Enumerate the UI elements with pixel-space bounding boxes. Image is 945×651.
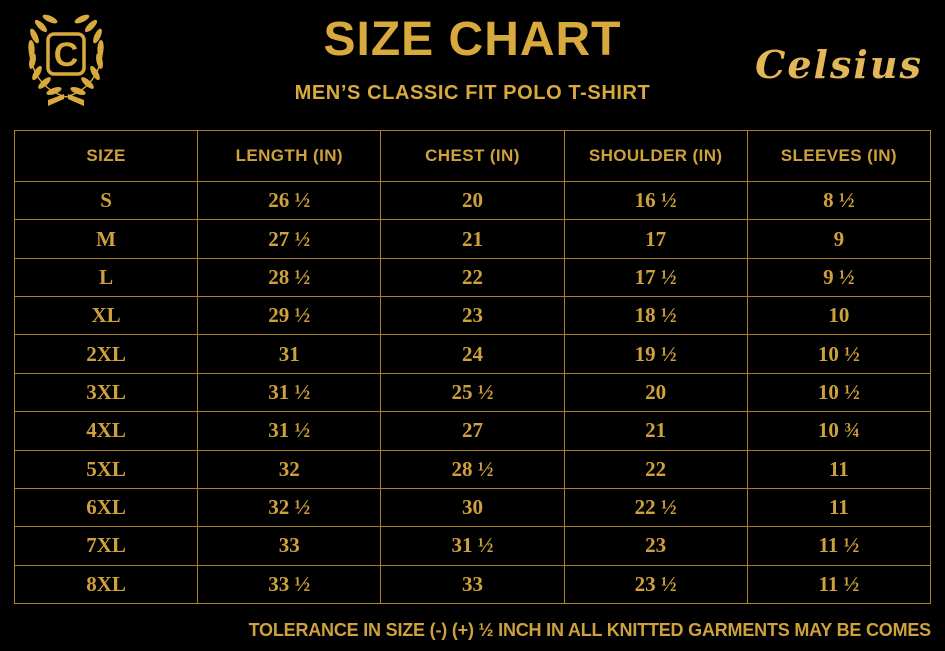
cell-sleeves: 11 bbox=[746, 487, 932, 528]
table-row: 7XL 33 31 ½ 23 11 ½ bbox=[13, 526, 932, 566]
cell-length: 31 bbox=[197, 334, 382, 374]
cell-size: S bbox=[13, 180, 199, 221]
cell-sleeves: 10 ½ bbox=[746, 334, 932, 374]
table-row: 2XL 31 24 19 ½ 10 ½ bbox=[13, 334, 932, 374]
column-header-sleeves: SLEEVES (IN) bbox=[746, 130, 932, 182]
cell-size: M bbox=[13, 219, 199, 259]
cell-length: 32 bbox=[197, 449, 382, 489]
cell-chest: 31 ½ bbox=[380, 526, 565, 566]
cell-chest: 23 bbox=[380, 296, 565, 336]
cell-length: 32 ½ bbox=[197, 487, 382, 528]
cell-chest: 20 bbox=[380, 180, 565, 221]
table-row: 6XL 32 ½ 30 22 ½ 11 bbox=[13, 487, 932, 528]
cell-chest: 24 bbox=[380, 334, 565, 374]
cell-sleeves: 10 bbox=[746, 296, 932, 336]
column-header-chest: CHEST (IN) bbox=[380, 130, 565, 182]
cell-size: 4XL bbox=[13, 411, 199, 451]
cell-shoulder: 17 bbox=[563, 219, 748, 259]
cell-length: 31 ½ bbox=[197, 411, 382, 451]
cell-shoulder: 22 bbox=[563, 449, 748, 489]
cell-size: 3XL bbox=[13, 372, 199, 413]
cell-length: 31 ½ bbox=[197, 372, 382, 413]
table-row: 3XL 31 ½ 25 ½ 20 10 ½ bbox=[13, 372, 932, 413]
cell-size: 7XL bbox=[13, 526, 199, 566]
cell-sleeves: 9 bbox=[746, 219, 932, 259]
cell-length: 28 ½ bbox=[197, 257, 382, 298]
cell-shoulder: 19 ½ bbox=[563, 334, 748, 374]
cell-sleeves: 9 ½ bbox=[746, 257, 932, 298]
cell-chest: 25 ½ bbox=[380, 372, 565, 413]
cell-size: 6XL bbox=[13, 487, 199, 528]
cell-shoulder: 18 ½ bbox=[563, 296, 748, 336]
cell-shoulder: 23 ½ bbox=[563, 564, 748, 605]
cell-shoulder: 16 ½ bbox=[563, 180, 748, 221]
size-table: SIZE LENGTH (IN) CHEST (IN) SHOULDER (IN… bbox=[13, 130, 932, 605]
cell-sleeves: 11 ½ bbox=[746, 564, 932, 605]
table-row: L 28 ½ 22 17 ½ 9 ½ bbox=[13, 257, 932, 298]
cell-sleeves: 8 ½ bbox=[746, 180, 932, 221]
cell-length: 33 bbox=[197, 526, 382, 566]
cell-chest: 22 bbox=[380, 257, 565, 298]
cell-chest: 33 bbox=[380, 564, 565, 605]
cell-size: XL bbox=[13, 296, 199, 336]
header-row: SIZE LENGTH (IN) CHEST (IN) SHOULDER (IN… bbox=[13, 130, 932, 182]
table-row: XL 29 ½ 23 18 ½ 10 bbox=[13, 296, 932, 336]
cell-shoulder: 23 bbox=[563, 526, 748, 566]
cell-size: L bbox=[13, 257, 199, 298]
cell-sleeves: 11 bbox=[746, 449, 932, 489]
cell-shoulder: 17 ½ bbox=[563, 257, 748, 298]
table-row: S 26 ½ 20 16 ½ 8 ½ bbox=[13, 180, 932, 221]
laurel-wreath-icon: C bbox=[28, 14, 104, 106]
cell-chest: 30 bbox=[380, 487, 565, 528]
cell-length: 33 ½ bbox=[197, 564, 382, 605]
table-row: M 27 ½ 21 17 9 bbox=[13, 219, 932, 259]
logo-letter: C bbox=[54, 36, 79, 74]
cell-sleeves: 11 ½ bbox=[746, 526, 932, 566]
column-header-shoulder: SHOULDER (IN) bbox=[563, 130, 748, 182]
table-row: 8XL 33 ½ 33 23 ½ 11 ½ bbox=[13, 564, 932, 605]
cell-chest: 27 bbox=[380, 411, 565, 451]
page-subtitle: MEN’S CLASSIC FIT POLO T-SHIRT bbox=[294, 82, 651, 104]
size-table-header: SIZE LENGTH (IN) CHEST (IN) SHOULDER (IN… bbox=[13, 130, 932, 182]
page-title: SIZE CHART bbox=[323, 13, 622, 66]
table-row: 4XL 31 ½ 27 21 10 ¾ bbox=[13, 411, 932, 451]
cell-sleeves: 10 ½ bbox=[746, 372, 932, 413]
cell-shoulder: 22 ½ bbox=[563, 487, 748, 528]
cell-length: 26 ½ bbox=[197, 180, 382, 221]
table-row: 5XL 32 28 ½ 22 11 bbox=[13, 449, 932, 489]
cell-chest: 21 bbox=[380, 219, 565, 259]
column-header-length: LENGTH (IN) bbox=[197, 130, 382, 182]
cell-length: 27 ½ bbox=[197, 219, 382, 259]
brand-name: Celsius bbox=[755, 42, 923, 87]
column-header-size: SIZE bbox=[13, 130, 199, 182]
brand-logo: C bbox=[14, 6, 118, 112]
cell-size: 8XL bbox=[13, 564, 199, 605]
cell-shoulder: 21 bbox=[563, 411, 748, 451]
cell-chest: 28 ½ bbox=[380, 449, 565, 489]
cell-size: 5XL bbox=[13, 449, 199, 489]
cell-sleeves: 10 ¾ bbox=[746, 411, 932, 451]
cell-length: 29 ½ bbox=[197, 296, 382, 336]
tolerance-note: TOLERANCE IN SIZE (-) (+) ½ INCH IN ALL … bbox=[248, 620, 932, 640]
size-table-body: S 26 ½ 20 16 ½ 8 ½ M 27 ½ 21 17 9 L 28 ½… bbox=[13, 180, 932, 605]
cell-shoulder: 20 bbox=[563, 372, 748, 413]
cell-size: 2XL bbox=[13, 334, 199, 374]
